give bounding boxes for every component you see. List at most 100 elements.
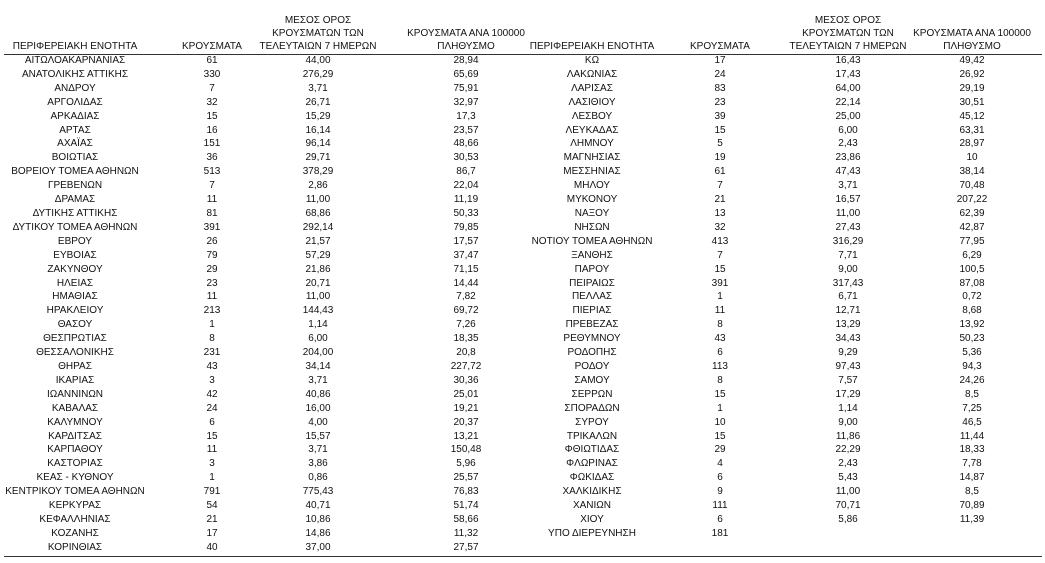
region-name: ΒΟΡΕΙΟΥ ΤΟΜΕΑ ΑΘΗΝΩΝ — [11, 166, 139, 178]
value-cell: 62,39 — [959, 208, 985, 219]
value-cell: 111 — [712, 500, 728, 512]
value-cell: 2,43 — [838, 138, 858, 150]
value-cell: 15 — [206, 430, 218, 442]
value-cell: 11,00 — [305, 194, 331, 206]
value-cell: 8,5 — [965, 388, 979, 400]
value-cell: 7 — [717, 249, 723, 261]
value-cell: 23 — [206, 277, 218, 289]
value-cell: 791 — [203, 486, 221, 498]
value-cell: 40 — [206, 541, 218, 553]
value-cell: 23 — [714, 96, 726, 108]
value-cell: 21 — [206, 514, 218, 526]
value-cell: 11 — [714, 305, 726, 317]
value-cell: 32,97 — [453, 96, 479, 108]
region-name: ΓΡΕΒΕΝΩΝ — [47, 180, 103, 192]
value-cell: 20,8 — [456, 347, 476, 359]
value-cell: 207,22 — [956, 194, 988, 206]
value-cell: 16,43 — [835, 55, 861, 66]
value-cell: 27,43 — [835, 221, 861, 233]
value-cell: 1,14 — [838, 402, 858, 414]
value-cell: 5,86 — [838, 514, 858, 526]
value-cell: 9,00 — [838, 416, 858, 428]
value-cell: 87,08 — [959, 277, 985, 289]
value-cell: 5,43 — [838, 472, 858, 484]
value-cell: 231 — [203, 347, 221, 359]
value-cell: 3,86 — [308, 458, 328, 470]
value-cell: 4,00 — [308, 416, 328, 428]
region-name: ΣΕΡΡΩΝ — [571, 388, 613, 400]
value-cell: 36 — [206, 152, 218, 164]
region-name: ΡΟΔΟΥ — [574, 361, 610, 373]
region-name: ΡΕΘΥΜΝΟΥ — [563, 333, 621, 345]
header-cell: ΤΕΛΕΥΤΑΙΩΝ 7 ΗΜΕΡΩΝ — [259, 41, 377, 52]
region-name: ΚΑΛΥΜΝΟΥ — [47, 416, 103, 428]
value-cell: 86,7 — [456, 166, 476, 178]
region-name: ΑΙΤΩΛΟΑΚΑΡΝΑΝΙΑΣ — [24, 55, 126, 66]
region-name: ΕΥΒΟΙΑΣ — [53, 249, 97, 261]
region-name: ΚΑΡΔΙΤΣΑΣ — [48, 430, 102, 442]
region-name: ΝΗΣΩΝ — [574, 221, 610, 233]
region-name: ΑΡΚΑΔΙΑΣ — [50, 110, 100, 122]
value-cell: 11,39 — [959, 514, 985, 526]
value-cell: 21 — [714, 194, 726, 206]
value-cell: 44,00 — [305, 55, 331, 66]
header-cell: ΠΛΗΘΥΣΜΟ — [437, 41, 495, 52]
value-cell: 144,43 — [302, 305, 334, 317]
value-cell: 1 — [717, 402, 723, 414]
value-cell: 25,00 — [835, 110, 861, 122]
header-cell: ΚΡΟΥΣΜΑΤΑ ΑΝΑ 100000 — [913, 28, 1031, 39]
value-cell: 34,43 — [835, 333, 861, 345]
value-cell: 21,57 — [305, 235, 331, 247]
value-cell: 65,69 — [453, 68, 479, 80]
value-cell: 11 — [206, 291, 218, 303]
region-name: ΜΗΛΟΥ — [573, 180, 611, 192]
value-cell: 51,74 — [453, 500, 479, 512]
value-cell: 11,32 — [453, 527, 479, 539]
value-cell: 20,71 — [305, 277, 331, 289]
value-cell: 5 — [717, 138, 723, 150]
region-name: ΕΒΡΟΥ — [57, 235, 93, 247]
value-cell: 30,36 — [453, 374, 479, 386]
value-cell: 7,82 — [456, 291, 476, 303]
value-cell: 24 — [714, 68, 726, 80]
region-name: ΠΕΛΛΑΣ — [571, 291, 613, 303]
value-cell: 6,71 — [838, 291, 858, 303]
value-cell: 68,86 — [305, 208, 331, 219]
value-cell: 15 — [714, 263, 726, 275]
value-cell: 29,19 — [959, 82, 985, 94]
value-cell: 4 — [717, 458, 723, 470]
value-cell: 19 — [714, 152, 726, 164]
value-cell: 14,44 — [453, 277, 479, 289]
value-cell: 6,29 — [962, 249, 982, 261]
region-name: ΚΕΦΑΛΛΗΝΙΑΣ — [39, 514, 111, 526]
value-cell: 6,00 — [308, 333, 328, 345]
value-cell: 22,14 — [835, 96, 861, 108]
value-cell: 54 — [206, 500, 218, 512]
value-cell: 96,14 — [305, 138, 331, 150]
value-cell: 61 — [206, 55, 218, 66]
region-name: ΞΑΝΘΗΣ — [571, 249, 613, 261]
region-name: ΥΠΟ ΔΙΕΡΕΥΝΗΣΗ — [548, 527, 636, 539]
value-cell: 70,89 — [959, 500, 985, 512]
region-name: ΛΕΣΒΟΥ — [571, 110, 613, 122]
value-cell: 22,29 — [835, 444, 861, 456]
value-cell: 7,57 — [838, 374, 858, 386]
header-cell: ΠΕΡΙΦΕΡΕΙΑΚΗ ΕΝΟΤΗΤΑ — [529, 41, 655, 52]
value-cell: 22,04 — [453, 180, 479, 192]
value-cell: 24 — [206, 402, 218, 414]
value-cell: 32 — [206, 96, 218, 108]
value-cell: 6 — [209, 416, 215, 428]
value-cell: 39 — [714, 110, 726, 122]
region-name: ΠΙΕΡΙΑΣ — [572, 305, 612, 317]
region-name: ΚΑΣΤΟΡΙΑΣ — [47, 458, 103, 470]
value-cell: 23,57 — [453, 124, 479, 136]
value-cell: 204,00 — [302, 347, 334, 359]
value-cell: 29 — [206, 263, 218, 275]
value-cell: 8,5 — [965, 486, 979, 498]
region-name: ΛΑΣΙΘΙΟΥ — [568, 96, 616, 108]
value-cell: 17,43 — [835, 68, 861, 80]
value-cell: 6 — [717, 472, 723, 484]
region-name: ΚΑΒΑΛΑΣ — [51, 402, 99, 414]
value-cell: 76,83 — [453, 486, 479, 498]
value-cell: 15 — [714, 388, 726, 400]
